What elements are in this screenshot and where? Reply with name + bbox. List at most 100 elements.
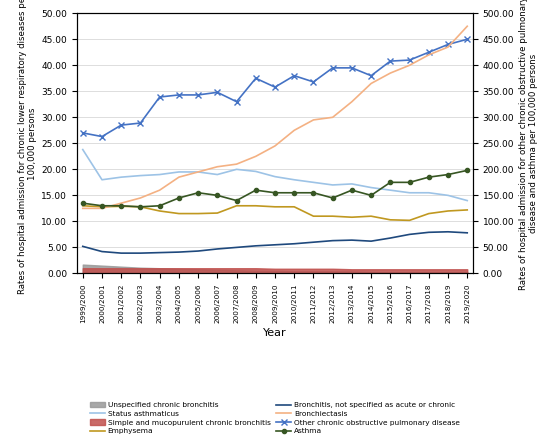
Bronchitis, not specified as acute or chronic (406, 232, 413, 237)
Status asthmaticus (349, 181, 355, 187)
Status asthmaticus (156, 172, 163, 177)
X-axis label: Year: Year (263, 328, 287, 338)
Bronchiectasis (137, 195, 144, 201)
Bronchiectasis (349, 99, 355, 105)
Asthma (175, 195, 182, 201)
Bronchitis, not specified as acute or chronic (329, 238, 336, 243)
Legend: Unspecified chronic bronchitis, Status asthmaticus, Simple and mucopurulent chro: Unspecified chronic bronchitis, Status a… (87, 399, 463, 437)
Emphysema (406, 218, 413, 223)
Status asthmaticus (233, 167, 240, 172)
Bronchiectasis (175, 175, 182, 180)
Asthma (329, 195, 336, 201)
Emphysema (118, 204, 124, 209)
Asthma (445, 172, 452, 177)
Bronchiectasis (329, 115, 336, 120)
Emphysema (464, 207, 471, 213)
Other chronic obstructive pulmonary disease (118, 123, 124, 128)
Emphysema (291, 204, 298, 209)
Other chronic obstructive pulmonary disease (291, 73, 298, 78)
Other chronic obstructive pulmonary disease (175, 92, 182, 97)
Asthma (272, 190, 278, 195)
Asthma (118, 203, 124, 209)
Bronchitis, not specified as acute or chronic (195, 248, 201, 254)
Emphysema (156, 208, 163, 213)
Emphysema (195, 211, 201, 216)
Status asthmaticus (137, 173, 144, 178)
Other chronic obstructive pulmonary disease (195, 92, 201, 97)
Bronchiectasis (195, 169, 201, 175)
Asthma (349, 187, 355, 193)
Line: Asthma: Asthma (81, 168, 469, 209)
Bronchiectasis (426, 52, 432, 57)
Status asthmaticus (272, 174, 278, 179)
Emphysema (445, 208, 452, 213)
Status asthmaticus (98, 177, 105, 183)
Bronchiectasis (214, 164, 221, 169)
Bronchitis, not specified as acute or chronic (137, 250, 144, 256)
Emphysema (426, 211, 432, 216)
Asthma (252, 187, 259, 193)
Other chronic obstructive pulmonary disease (310, 79, 317, 85)
Status asthmaticus (329, 182, 336, 187)
Line: Status asthmaticus: Status asthmaticus (82, 149, 468, 201)
Emphysema (349, 215, 355, 220)
Emphysema (387, 217, 394, 222)
Other chronic obstructive pulmonary disease (272, 85, 278, 90)
Bronchitis, not specified as acute or chronic (426, 230, 432, 235)
Bronchiectasis (252, 154, 259, 159)
Asthma (310, 190, 317, 195)
Bronchitis, not specified as acute or chronic (252, 243, 259, 248)
Other chronic obstructive pulmonary disease (387, 59, 394, 64)
Asthma (214, 193, 221, 198)
Line: Bronchiectasis: Bronchiectasis (82, 26, 468, 209)
Status asthmaticus (445, 193, 452, 198)
Bronchitis, not specified as acute or chronic (233, 245, 240, 250)
Asthma (233, 198, 240, 203)
Status asthmaticus (291, 177, 298, 183)
Status asthmaticus (214, 172, 221, 177)
Bronchiectasis (445, 45, 452, 50)
Asthma (387, 180, 394, 185)
Emphysema (272, 204, 278, 209)
Bronchitis, not specified as acute or chronic (156, 250, 163, 255)
Emphysema (233, 203, 240, 209)
Other chronic obstructive pulmonary disease (406, 57, 413, 63)
Bronchiectasis (156, 187, 163, 193)
Status asthmaticus (175, 169, 182, 175)
Asthma (291, 190, 298, 195)
Status asthmaticus (118, 175, 124, 180)
Bronchiectasis (79, 206, 86, 211)
Asthma (195, 190, 201, 195)
Other chronic obstructive pulmonary disease (329, 65, 336, 71)
Bronchitis, not specified as acute or chronic (272, 242, 278, 247)
Emphysema (98, 204, 105, 209)
Bronchitis, not specified as acute or chronic (310, 239, 317, 245)
Bronchitis, not specified as acute or chronic (349, 237, 355, 243)
Bronchiectasis (406, 63, 413, 68)
Status asthmaticus (406, 190, 413, 195)
Asthma (426, 175, 432, 180)
Bronchiectasis (310, 117, 317, 123)
Emphysema (368, 213, 375, 219)
Bronchitis, not specified as acute or chronic (445, 229, 452, 235)
Line: Other chronic obstructive pulmonary disease: Other chronic obstructive pulmonary dise… (80, 37, 470, 139)
Bronchitis, not specified as acute or chronic (464, 230, 471, 235)
Asthma (368, 193, 375, 198)
Other chronic obstructive pulmonary disease (98, 134, 105, 139)
Asthma (156, 203, 163, 209)
Bronchitis, not specified as acute or chronic (98, 249, 105, 254)
Bronchiectasis (368, 81, 375, 86)
Asthma (464, 168, 471, 173)
Bronchiectasis (233, 161, 240, 167)
Emphysema (310, 213, 317, 219)
Status asthmaticus (79, 147, 86, 152)
Other chronic obstructive pulmonary disease (445, 42, 452, 47)
Bronchitis, not specified as acute or chronic (175, 250, 182, 255)
Bronchiectasis (387, 71, 394, 76)
Bronchiectasis (272, 143, 278, 149)
Bronchiectasis (291, 128, 298, 133)
Bronchitis, not specified as acute or chronic (118, 250, 124, 256)
Status asthmaticus (195, 169, 201, 175)
Bronchitis, not specified as acute or chronic (387, 235, 394, 241)
Bronchiectasis (98, 206, 105, 211)
